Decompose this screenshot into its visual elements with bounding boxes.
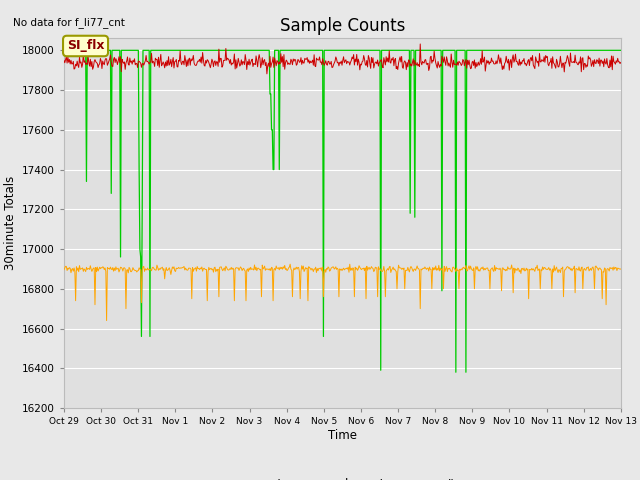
Text: SI_flx: SI_flx — [67, 39, 104, 52]
Y-axis label: 30minute Totals: 30minute Totals — [4, 176, 17, 270]
wmp_cnt — [60, 58, 68, 63]
Line: wmp_cnt: wmp_cnt — [64, 44, 621, 74]
lgr_cnt — [412, 267, 419, 273]
li75_cnt — [214, 48, 221, 53]
li75_cnt — [127, 48, 135, 53]
lgr_cnt — [617, 266, 625, 272]
lgr_cnt — [214, 266, 222, 272]
wmp_cnt — [263, 71, 271, 77]
li75_cnt — [184, 48, 192, 53]
Title: Sample Counts: Sample Counts — [280, 17, 405, 36]
X-axis label: Time: Time — [328, 429, 357, 442]
lgr_cnt — [60, 267, 68, 273]
lgr_cnt — [286, 261, 294, 267]
li75_cnt — [452, 369, 460, 375]
Text: No data for f_li77_cnt: No data for f_li77_cnt — [13, 17, 125, 28]
li75_cnt — [617, 48, 625, 53]
Line: lgr_cnt: lgr_cnt — [64, 264, 621, 321]
lgr_cnt — [103, 318, 111, 324]
lgr_cnt — [128, 267, 136, 273]
wmp_cnt — [70, 66, 78, 72]
wmp_cnt — [214, 59, 221, 65]
lgr_cnt — [428, 286, 436, 292]
wmp_cnt — [428, 60, 436, 66]
wmp_cnt — [417, 41, 424, 47]
lgr_cnt — [70, 265, 78, 271]
li75_cnt — [60, 48, 68, 53]
Line: li75_cnt: li75_cnt — [64, 50, 621, 372]
Legend: wmp_cnt, lgr_cnt, li75_cnt: wmp_cnt, lgr_cnt, li75_cnt — [186, 473, 499, 480]
wmp_cnt — [411, 58, 419, 63]
li75_cnt — [410, 48, 418, 53]
li75_cnt — [426, 48, 434, 53]
li75_cnt — [70, 48, 78, 53]
wmp_cnt — [127, 58, 135, 64]
wmp_cnt — [184, 63, 192, 69]
wmp_cnt — [617, 60, 625, 65]
lgr_cnt — [185, 265, 193, 271]
